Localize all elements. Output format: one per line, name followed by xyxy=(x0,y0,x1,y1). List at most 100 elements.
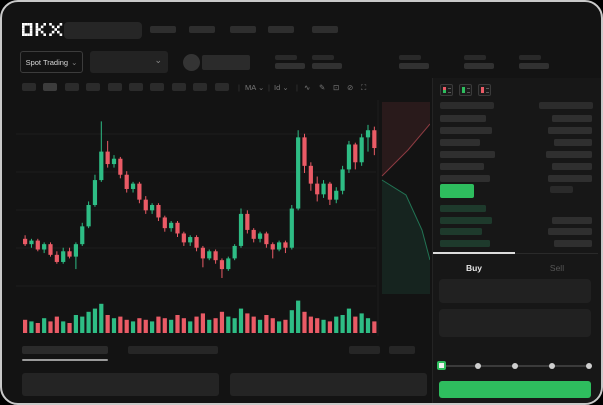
ask-bid-amount-bar xyxy=(548,127,592,134)
timeframe-button[interactable] xyxy=(214,83,229,91)
buy-button[interactable] xyxy=(439,381,591,398)
candle xyxy=(251,229,256,239)
ask-bid-price-bar[interactable] xyxy=(440,216,492,224)
candle xyxy=(359,137,364,163)
ask-bid-price-bar[interactable] xyxy=(440,228,482,235)
ask-bid-amount-bar xyxy=(552,163,592,170)
ticker-stat-label xyxy=(275,55,297,60)
candle xyxy=(42,244,47,250)
timeframe-button[interactable] xyxy=(86,83,101,91)
draw-icon[interactable]: ✎ xyxy=(319,83,326,92)
candle xyxy=(61,251,66,262)
volume-bar xyxy=(200,313,205,333)
candle xyxy=(92,180,98,205)
orders-filter[interactable] xyxy=(349,346,380,354)
volume-bar xyxy=(42,318,47,333)
ticker-stat-label xyxy=(464,55,486,60)
timeframe-button[interactable] xyxy=(193,83,208,91)
candle xyxy=(365,130,371,138)
overlay-dropdown[interactable]: Id ⌄ xyxy=(274,83,289,92)
camera-icon[interactable]: ⊡ xyxy=(333,83,340,92)
orders-panel-placeholder xyxy=(22,373,219,396)
candle xyxy=(175,222,180,234)
ask-bid-price-bar[interactable] xyxy=(440,115,486,122)
fullscreen-icon[interactable]: ⛶ xyxy=(361,83,367,92)
tab-buy[interactable]: Buy xyxy=(465,263,483,273)
slider-stop[interactable] xyxy=(475,363,481,369)
candle xyxy=(283,242,288,248)
orders-tab[interactable] xyxy=(128,346,218,354)
nav-item[interactable] xyxy=(150,26,176,33)
orders-filter[interactable] xyxy=(389,346,415,354)
ticker-stat-value xyxy=(399,63,429,69)
nav-item[interactable] xyxy=(189,26,215,33)
slider-stop[interactable] xyxy=(586,363,592,369)
ask-bid-amount-bar xyxy=(554,139,592,146)
candle xyxy=(137,183,142,200)
volume-bar xyxy=(245,313,250,333)
ask-bid-price-bar[interactable] xyxy=(440,239,490,247)
orders-tab-active[interactable] xyxy=(22,346,108,354)
candle xyxy=(353,144,358,163)
nav-item[interactable] xyxy=(268,26,294,33)
orderbook-asks-icon[interactable] xyxy=(478,84,491,96)
market-type-selector[interactable]: Spot Trading ⌄ xyxy=(20,51,83,73)
volume-bar xyxy=(372,321,377,333)
ticker-stat-value xyxy=(519,63,549,69)
candle xyxy=(156,205,161,218)
price-column-header xyxy=(440,102,494,109)
orderbook-bids-icon[interactable] xyxy=(459,84,472,96)
volume-bar xyxy=(238,308,244,333)
volume-bar xyxy=(124,319,129,333)
slider-stop[interactable] xyxy=(549,363,555,369)
ask-bid-price-bar[interactable] xyxy=(440,163,484,170)
nav-item[interactable] xyxy=(230,26,256,33)
ask-bid-price-bar[interactable] xyxy=(440,139,480,146)
timeframe-button[interactable] xyxy=(43,83,58,91)
settings-icon[interactable]: ⊘ xyxy=(347,83,354,92)
timeframe-button[interactable] xyxy=(22,83,36,91)
okx-logo[interactable] xyxy=(22,23,66,38)
pair-name-placeholder xyxy=(202,55,250,70)
ask-bid-amount-bar xyxy=(552,216,592,224)
candle xyxy=(35,240,40,250)
volume-bar xyxy=(334,316,339,333)
search-input[interactable] xyxy=(64,22,142,39)
orders-panel-placeholder xyxy=(230,373,427,396)
wave-icon[interactable]: ∿ xyxy=(304,83,311,92)
volume-bar xyxy=(130,321,136,333)
volume-bar xyxy=(340,315,345,333)
ask-bid-price-bar[interactable] xyxy=(440,175,490,182)
ask-bid-price-bar[interactable] xyxy=(440,205,486,212)
percent-slider-handle[interactable] xyxy=(437,361,446,370)
volume-bar xyxy=(150,321,155,333)
last-price-bar[interactable] xyxy=(440,184,474,198)
nav-item[interactable] xyxy=(312,26,338,33)
candle xyxy=(99,151,104,181)
slider-stop[interactable] xyxy=(512,363,518,369)
pair-selector[interactable]: ⌄ xyxy=(90,51,168,73)
volume-bar xyxy=(48,321,53,333)
ask-bid-price-bar[interactable] xyxy=(440,127,492,134)
timeframe-button[interactable] xyxy=(129,83,143,91)
volume-bar xyxy=(213,318,218,333)
volume-bar xyxy=(92,308,98,333)
ticker-stat-value xyxy=(312,63,342,69)
candlestick-chart[interactable] xyxy=(16,100,430,336)
candle xyxy=(124,174,129,189)
indicator-dropdown[interactable]: MA ⌄ xyxy=(245,83,265,92)
candle xyxy=(169,222,174,229)
timeframe-button[interactable] xyxy=(64,83,79,91)
orderbook-both-icon[interactable] xyxy=(440,84,453,96)
tab-sell[interactable]: Sell xyxy=(549,263,565,273)
price-input[interactable] xyxy=(439,279,591,303)
ask-bid-price-bar[interactable] xyxy=(440,151,495,158)
timeframe-button[interactable] xyxy=(150,83,165,91)
candle xyxy=(308,165,313,184)
amount-input[interactable] xyxy=(439,309,591,337)
candle xyxy=(346,144,352,170)
timeframe-button[interactable] xyxy=(107,83,122,91)
volume-bar xyxy=(162,318,167,333)
candle xyxy=(270,244,275,250)
timeframe-button[interactable] xyxy=(171,83,186,91)
